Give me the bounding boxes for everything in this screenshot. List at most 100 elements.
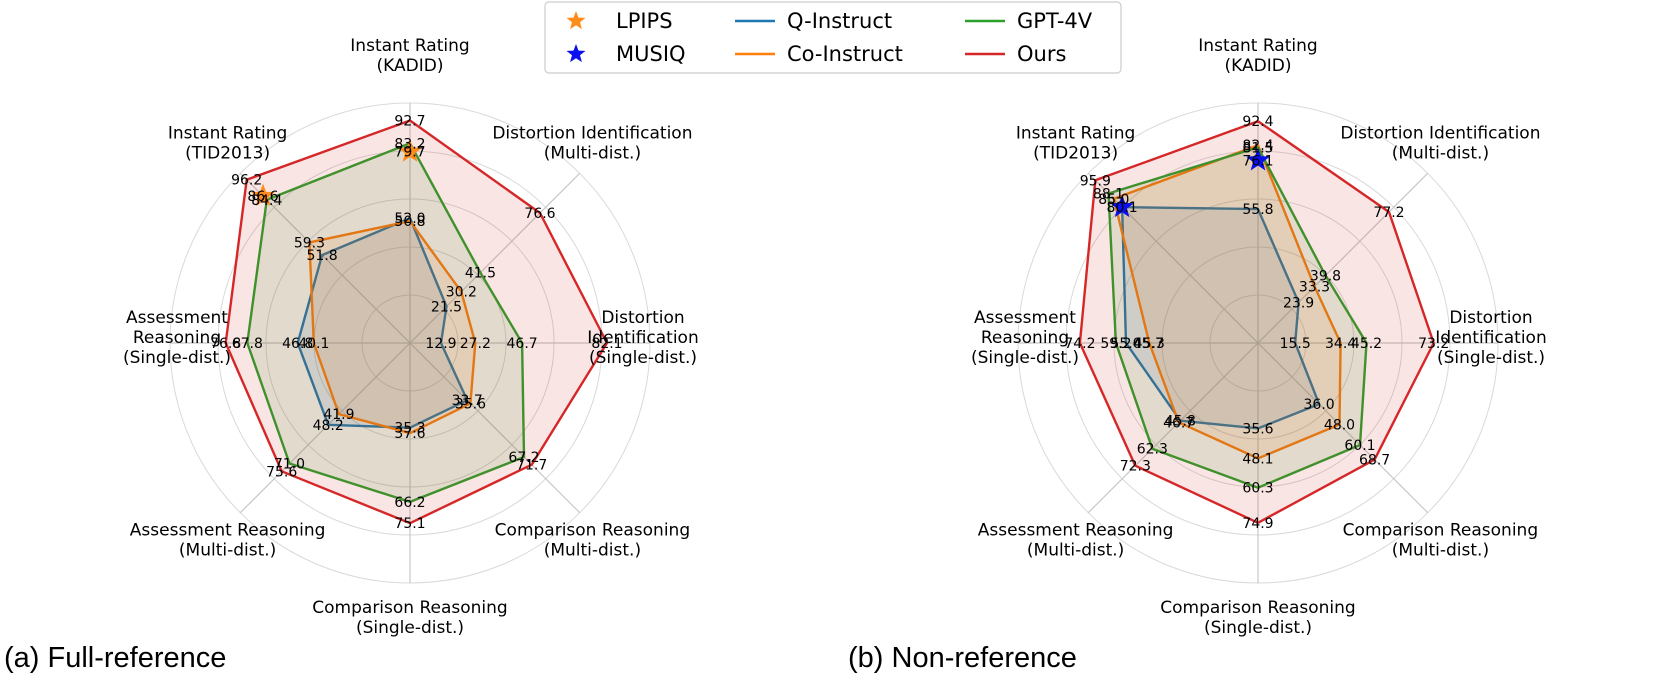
value-label: 75.6 <box>266 464 297 480</box>
axis-label: Assessment Reasoning (Single-dist.) <box>123 308 231 368</box>
marker-musiq-star <box>1246 147 1270 171</box>
series-ours <box>224 119 609 525</box>
value-label: 92.4 <box>1242 114 1273 130</box>
axis-label-line: Instant Rating <box>1198 36 1317 56</box>
legend-label: Co-Instruct <box>787 42 903 66</box>
axis-label-line: Identification <box>587 328 698 348</box>
value-label: 59.2 <box>1100 336 1131 352</box>
legend-label: Q-Instruct <box>787 9 892 33</box>
axis-label-line: Identification <box>1435 328 1546 348</box>
axis-label: Distortion Identification (Single-dist.) <box>587 308 698 368</box>
value-label: 92.7 <box>394 114 425 130</box>
value-label: 84.4 <box>251 193 282 209</box>
value-label: 71.0 <box>274 457 305 473</box>
value-label: 50.8 <box>394 214 425 230</box>
axis-label: Comparison Reasoning (Multi-dist.) <box>1343 520 1538 560</box>
series-group <box>224 119 609 525</box>
marker-lpips-star <box>398 139 422 162</box>
value-label: 88.1 <box>1093 187 1124 203</box>
value-label: 35.6 <box>1242 421 1273 437</box>
value-label: 45.8 <box>1165 414 1196 430</box>
marker-lpips-star <box>251 183 275 207</box>
axis-label: Instant Rating (KADID) <box>1198 36 1317 76</box>
value-label: 37.6 <box>394 426 425 442</box>
axis-label-line: Distortion <box>1449 308 1532 328</box>
axis-spoke <box>409 342 581 514</box>
axis-label-line: (Multi-dist.) <box>179 540 276 560</box>
marker-musiq-star <box>1110 194 1134 218</box>
axis-label-line: Reasoning <box>981 328 1069 348</box>
legend-item: Ours <box>965 42 1066 66</box>
value-label: 82.1 <box>591 336 622 352</box>
value-label: 46.8 <box>282 336 313 352</box>
value-label: 48.2 <box>313 418 344 434</box>
value-label: 45.7 <box>1133 336 1164 352</box>
legend-star-icon <box>566 44 586 63</box>
value-label: 51.8 <box>307 248 338 264</box>
axis-labels: Instant Rating (KADID)Distortion Identifi… <box>123 36 699 638</box>
axis-label-line: Assessment <box>974 308 1076 328</box>
value-label: 40.1 <box>298 336 329 352</box>
value-label: 60.1 <box>1344 438 1375 454</box>
value-label: 52.0 <box>394 211 425 227</box>
value-label: 83.2 <box>394 136 425 152</box>
axis-label-line: (Multi-dist.) <box>1392 540 1489 560</box>
value-labels: 92.7 83.279.7 52.050.8 76.6 41.5 30.221.5 82.1… <box>210 114 622 533</box>
panel-non-reference: 92.4 82.481.576.1 55.8 77.2 39.833.323.9 73.2… <box>848 36 1547 674</box>
legend-item: LPIPS <box>566 9 673 33</box>
value-label: 55.0 <box>1110 336 1141 352</box>
axis-label: Distortion Identification (Single-dist.) <box>1435 308 1546 368</box>
value-label: 59.3 <box>294 235 325 251</box>
value-label: 36.0 <box>1304 397 1335 413</box>
series-ours <box>1078 119 1435 524</box>
value-label: 76.1 <box>1242 153 1273 169</box>
value-label: 46.7 <box>1163 415 1194 431</box>
axis-label: Instant Rating (KADID) <box>350 36 469 76</box>
value-label: 79.7 <box>394 145 425 161</box>
axis-label: Comparison Reasoning (Single-dist.) <box>312 598 507 638</box>
axis-label-line: Assessment Reasoning <box>130 520 326 540</box>
radar-grid <box>169 102 651 584</box>
axis-label-line: Instant Rating <box>350 36 469 56</box>
value-label: 67.2 <box>508 450 539 466</box>
axis-label-line: Comparison Reasoning <box>1160 598 1355 618</box>
axis-label-line: (Single-dist.) <box>123 348 231 368</box>
value-label: 48.0 <box>1324 418 1355 434</box>
value-label: 86.6 <box>247 189 278 205</box>
value-label: 74.2 <box>1064 336 1095 352</box>
legend-star-icon <box>566 11 586 30</box>
legend-label: MUSIQ <box>616 42 686 66</box>
axis-label-line: Instant Rating <box>168 124 287 144</box>
value-label: 77.2 <box>1373 205 1404 221</box>
legend-item: MUSIQ <box>566 42 686 66</box>
panel-caption: (a) Full-reference <box>4 642 226 674</box>
value-label: 74.9 <box>1242 516 1273 532</box>
axis-label-line: (Single-dist.) <box>971 348 1079 368</box>
value-label: 66.2 <box>394 495 425 511</box>
axis-label: Assessment Reasoning (Multi-dist.) <box>978 520 1174 560</box>
legend-label: GPT-4V <box>1017 9 1093 33</box>
axis-label: Assessment Reasoning (Multi-dist.) <box>130 520 326 560</box>
legend: LPIPS MUSIQ Q-Instruct Co-Instruct GPT-4V Our… <box>544 1 1122 74</box>
series-q-instruct <box>1120 205 1321 430</box>
legend-item: GPT-4V <box>965 9 1093 33</box>
axis-label-line: Reasoning <box>133 328 221 348</box>
value-label: 71.7 <box>516 458 547 474</box>
value-label: 30.2 <box>446 285 477 301</box>
value-label: 81.5 <box>1242 140 1273 156</box>
value-label: 95.9 <box>1080 173 1111 189</box>
value-label: 96.2 <box>231 173 262 189</box>
axis-label-line: (Single-dist.) <box>356 618 464 638</box>
axis-label-line: (Multi-dist.) <box>1027 540 1124 560</box>
axis-label-line: (TID2013) <box>185 144 270 164</box>
value-label: 76.6 <box>524 206 555 222</box>
value-label: 33.3 <box>1299 280 1330 296</box>
axis-label-line: Comparison Reasoning <box>312 598 507 618</box>
axis-spoke <box>1087 172 1259 344</box>
axis-label-line: Assessment Reasoning <box>978 520 1174 540</box>
series-gpt-4v <box>246 142 526 504</box>
axis-spoke <box>1257 342 1429 514</box>
axis-label: Distortion Identification (Multi-dist.) <box>1340 124 1540 164</box>
value-label: 21.5 <box>431 300 462 316</box>
